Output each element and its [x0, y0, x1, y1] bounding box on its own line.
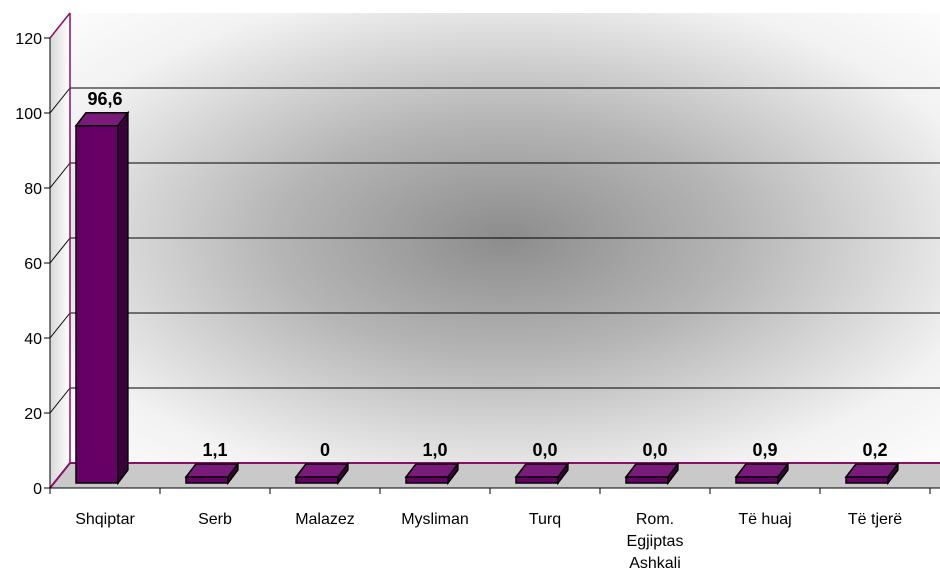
data-label: 1,1	[202, 440, 227, 460]
data-label: 96,6	[87, 89, 122, 109]
x-tick-label: Turq	[529, 511, 561, 528]
data-label: 1,0	[422, 440, 447, 460]
bar-front	[405, 476, 449, 484]
axes	[44, 37, 940, 494]
x-tick-label-line: Të huaj	[738, 511, 791, 528]
side-gridline	[49, 387, 71, 414]
data-label: 0,0	[642, 440, 667, 460]
x-tick-label-line: Të tjerë	[848, 511, 902, 528]
bar	[734, 461, 790, 486]
x-tick-label: Shqiptar	[75, 511, 135, 528]
floor	[50, 463, 940, 488]
data-label: 0,2	[862, 440, 887, 460]
y-tick-label: 0	[33, 481, 42, 498]
y-tick-label: 20	[24, 406, 42, 423]
x-tick-label: Rom. Egjiptas Ashkali	[627, 511, 684, 572]
bar	[74, 110, 130, 486]
bar	[184, 461, 240, 486]
bar-front	[625, 476, 669, 484]
wall-top-edge	[49, 12, 71, 39]
data-label: 0	[320, 440, 330, 460]
bar-side	[337, 461, 349, 486]
bar	[624, 461, 680, 486]
data-label: 0,0	[532, 440, 557, 460]
x-tick-label-line: Egjiptas	[627, 533, 684, 550]
bar-front	[515, 476, 559, 484]
y-tick-label: 60	[24, 256, 42, 273]
side-gridline	[49, 312, 71, 339]
x-tick-label-line: Shqiptar	[75, 511, 135, 528]
bar-side	[117, 110, 129, 486]
x-tick-label: Malazez	[295, 511, 355, 528]
floor-side-edge	[49, 462, 71, 489]
bar-side	[887, 461, 899, 486]
bars	[74, 110, 900, 486]
bar	[844, 461, 900, 486]
y-tick-label: 40	[24, 331, 42, 348]
bar-front	[295, 476, 339, 484]
x-tick-label: Mysliman	[401, 511, 469, 528]
labels: 0 20 40 60 80 100 120 96,6 Shqiptar 1,1 Serb 0 Malaz…	[15, 31, 902, 572]
bar-front	[845, 476, 889, 484]
x-tick-label-line: Malazez	[295, 511, 355, 528]
bar	[514, 461, 570, 486]
bar-front	[75, 125, 119, 484]
y-tick-label: 100	[15, 106, 42, 123]
x-tick-label: Serb	[198, 511, 232, 528]
data-label: 0,9	[752, 440, 777, 460]
x-tick-label-line: Rom.	[636, 511, 674, 528]
bar-front	[735, 476, 779, 484]
bar-side	[447, 461, 459, 486]
side-gridline	[49, 237, 71, 264]
bar	[404, 461, 460, 486]
plot-area	[49, 12, 940, 489]
y-tick-label: 80	[24, 181, 42, 198]
y-tick-label: 120	[15, 31, 42, 48]
x-tick-label-line: Serb	[198, 511, 232, 528]
x-tick-label: Të tjerë	[848, 511, 902, 528]
side-gridline	[49, 87, 71, 114]
bar	[294, 461, 350, 486]
side-gridline	[49, 162, 71, 189]
x-tick-label: Të huaj	[738, 511, 791, 528]
bar-side	[667, 461, 679, 486]
bar-side	[557, 461, 569, 486]
x-tick-label-line: Turq	[529, 511, 561, 528]
bar-side	[227, 461, 239, 486]
x-tick-label-line: Ashkali	[629, 555, 681, 572]
x-tick-label-line: Mysliman	[401, 511, 469, 528]
bar-front	[185, 476, 229, 484]
bar-side	[777, 461, 789, 486]
